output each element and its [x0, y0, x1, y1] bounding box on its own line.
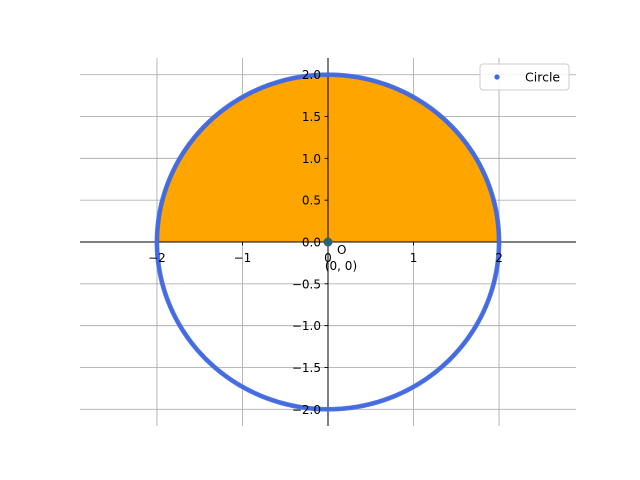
x-tick-label-4: 2: [495, 251, 503, 265]
legend-box: [479, 63, 570, 91]
x-tick-label-2: 0: [324, 251, 332, 265]
x-tick-labels: −2 −1 0 1 2: [148, 251, 503, 265]
origin-coordinate-label: (0, 0): [325, 259, 357, 273]
legend: Circle: [479, 63, 570, 91]
annotations: O (0, 0): [323, 237, 357, 273]
legend-label: Circle: [525, 70, 560, 85]
circle-point: [496, 241, 502, 246]
x-tick-label-3: 1: [410, 251, 418, 265]
y-tick-label-6: 1.0: [302, 152, 321, 166]
y-tick-label-5: 0.5: [302, 194, 321, 208]
x-tick-label-1: −1: [234, 251, 252, 265]
circle-series: [154, 72, 502, 412]
y-tick-label-7: 1.5: [302, 110, 321, 124]
y-tick-label-1: −1.5: [292, 361, 321, 375]
y-tick-labels: −2.0 −1.5 −1.0 −0.5 0.0 0.5 1.0 1.5 2.0: [292, 68, 321, 417]
legend-marker: [494, 74, 500, 80]
y-tick-label-0: −2.0: [292, 403, 321, 417]
y-tick-label-3: −0.5: [292, 277, 321, 291]
origin-point: [323, 237, 333, 247]
x-tick-label-0: −2: [148, 251, 166, 265]
origin-label: O: [337, 243, 346, 257]
y-tick-label-2: −1.0: [292, 319, 321, 333]
y-tick-label-4: 0.0: [302, 236, 321, 250]
y-tick-label-8: 2.0: [302, 68, 321, 82]
